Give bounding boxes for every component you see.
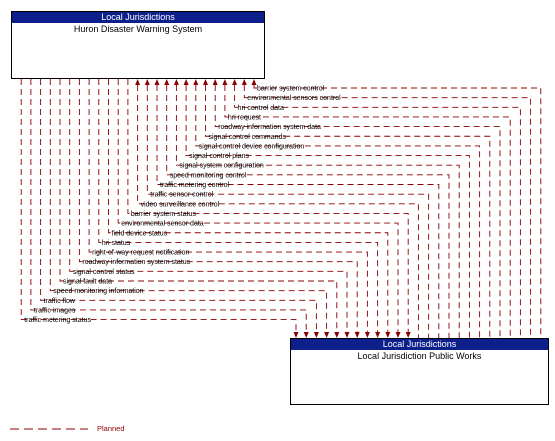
huron-disaster-warning-system-box[interactable]: Local Jurisdictions Huron Disaster Warni… <box>11 11 265 79</box>
flow-line-barrier-system-control <box>253 85 542 338</box>
bottom-box-title: Local Jurisdiction Public Works <box>357 351 482 361</box>
flow-line-traffic-metering-status <box>20 79 297 332</box>
flow-label-roadway-information-system-data: roadway information system data <box>218 124 321 131</box>
flow-label-hri-request: hri request <box>228 114 261 121</box>
arrowhead-up-signal-control-device-configuration <box>193 79 199 85</box>
flow-label-traffic-metering-control: traffic metering control <box>160 182 230 189</box>
bottom-box-header: Local Jurisdictions <box>291 339 548 350</box>
arrowhead-down-signal-fault-data <box>334 332 340 338</box>
arrowhead-up-speed-monitoring-control <box>164 79 170 85</box>
flow-label-signal-control-commands: signal control commands <box>209 134 287 141</box>
flow-line-field-device-status <box>108 79 389 332</box>
arrowhead-down-speed-monitoring-information <box>324 332 330 338</box>
legend-label: Planned <box>97 424 125 433</box>
arrowhead-up-signal-control-plans <box>183 79 189 85</box>
flow-label-hri-status: hri status <box>102 240 131 247</box>
arrowhead-down-traffic-images <box>303 332 309 338</box>
arrowhead-up-hri-control-data <box>232 79 238 85</box>
flow-label-environmental-sensor-data: environmental sensor data <box>121 221 204 228</box>
flow-line-signal-control-plans <box>185 85 470 338</box>
flow-label-traffic-sensor-control: traffic sensor control <box>150 192 213 199</box>
flow-line-signal-control-status <box>69 79 348 332</box>
flow-line-traffic-sensor-control <box>146 85 430 338</box>
flow-line-speed-monitoring-control <box>166 85 450 338</box>
flow-label-speed-monitoring-information: speed monitoring information <box>53 288 143 295</box>
flow-label-signal-system-configuration: signal system configuration <box>179 163 264 170</box>
flows-group: barrier system control environmental sens… <box>20 79 542 338</box>
arrowhead-down-field-device-status <box>385 332 391 338</box>
arrowhead-up-signal-control-commands <box>203 79 208 85</box>
arrowhead-down-right-of-way-request-notification <box>364 332 370 338</box>
arrowhead-down-traffic-metering-status <box>293 332 299 338</box>
top-box-title: Huron Disaster Warning System <box>73 24 203 34</box>
arrowhead-up-barrier-system-control <box>251 79 257 85</box>
flow-line-hri-control-data <box>234 85 521 338</box>
flow-label-right-of-way-request-notification: right-of-way request notification <box>92 250 189 257</box>
flow-line-right-of-way-request-notification <box>88 79 368 332</box>
flow-label-barrier-system-status: barrier system status <box>131 211 196 218</box>
arrowhead-down-barrier-system-status <box>405 332 411 338</box>
flow-label-field-device-status: field device status <box>112 230 168 237</box>
flow-line-signal-system-configuration <box>175 85 460 338</box>
arrowhead-up-video-surveillance-control <box>135 79 141 85</box>
local-jurisdiction-public-works-box[interactable]: Local Jurisdictions Local Jurisdiction P… <box>290 338 549 405</box>
flow-label-roadway-information-system-status: roadway information system status <box>82 259 190 266</box>
flow-line-roadway-information-system-data <box>214 85 501 338</box>
flow-line-hri-request <box>224 85 511 338</box>
flow-label-barrier-system-control: barrier system control <box>257 86 325 93</box>
flow-line-signal-fault-data <box>59 79 338 332</box>
flow-line-speed-monitoring-information <box>49 79 328 332</box>
flow-label-signal-control-status: signal control status <box>73 269 135 276</box>
flow-label-traffic-flow: traffic flow <box>44 298 76 305</box>
flow-line-environmental-sensors-control <box>243 85 532 338</box>
flow-label-speed-monitoring-control: speed monitoring control <box>170 172 247 179</box>
flow-line-signal-control-device-configuration <box>195 85 481 338</box>
flow-line-hri-status <box>98 79 379 332</box>
arrowhead-down-roadway-information-system-status <box>354 332 360 338</box>
arrowhead-up-signal-system-configuration <box>173 79 179 85</box>
flow-line-roadway-information-system-status <box>78 79 358 332</box>
flow-label-traffic-images: traffic images <box>34 307 76 314</box>
arrowhead-up-environmental-sensors-control <box>241 79 247 85</box>
arrowhead-down-signal-control-status <box>344 332 350 338</box>
flow-label-traffic-metering-status: traffic metering status <box>24 317 91 324</box>
flow-label-signal-fault-data: signal fault data <box>63 279 112 286</box>
flow-line-environmental-sensor-data <box>117 79 399 332</box>
flow-line-traffic-flow <box>40 79 317 332</box>
flow-line-traffic-images <box>30 79 307 332</box>
flow-label-environmental-sensors-control: environmental sensors control <box>247 95 341 102</box>
arrowhead-up-traffic-metering-control <box>154 79 160 85</box>
top-box-header: Local Jurisdictions <box>12 12 264 23</box>
flow-line-barrier-system-status <box>127 79 409 332</box>
flow-line-signal-control-commands <box>205 85 491 338</box>
flow-label-hri-control-data: hri control data <box>238 105 284 112</box>
flow-label-signal-control-device-configuration: signal control device configuration <box>199 143 305 150</box>
arrowhead-up-hri-request <box>222 79 228 85</box>
arrowhead-up-roadway-information-system-data <box>212 79 218 85</box>
flow-label-signal-control-plans: signal control plans <box>189 153 249 160</box>
flow-line-traffic-metering-control <box>156 85 440 338</box>
arrowhead-down-hri-status <box>375 332 381 338</box>
arrowhead-down-environmental-sensor-data <box>395 332 401 338</box>
arrowhead-down-traffic-flow <box>313 332 319 338</box>
legend: Planned <box>10 424 125 433</box>
flow-label-video-surveillance-control: video surveillance control <box>141 201 220 208</box>
arrowhead-up-traffic-sensor-control <box>144 79 150 85</box>
